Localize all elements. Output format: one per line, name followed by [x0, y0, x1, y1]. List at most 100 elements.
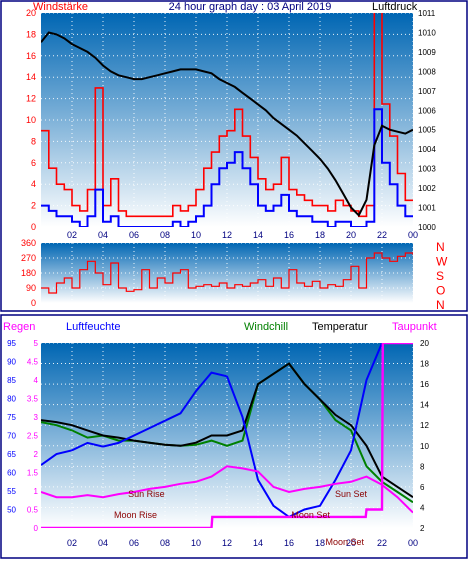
y-tick-wind: 2: [31, 201, 36, 211]
x-tick-upper: 08: [160, 230, 170, 240]
y-tick-humidity: 90: [7, 358, 16, 367]
y-tick-temperature: 10: [420, 442, 429, 451]
y-tick-pressure: 1003: [418, 165, 436, 174]
series-wind-direction: [41, 252, 413, 294]
x-tick-lower: 14: [253, 538, 263, 548]
y-tick-rain: 3.5: [27, 395, 39, 404]
y-tick-pressure: 1009: [418, 48, 436, 57]
x-tick-upper: 04: [98, 230, 108, 240]
y-tick-rain: 1.5: [27, 469, 39, 478]
annotations: Sun Rise Moon Rise Sun Set Moon Set Moon Set: [114, 489, 367, 547]
legend-temperature: Temperatur: [312, 321, 368, 333]
annotation-moon-set: Moon Set: [326, 537, 365, 547]
x-tick-lower: 04: [98, 538, 108, 548]
y-tick-pressure: 1006: [418, 106, 436, 115]
x-tick-lower: 16: [284, 538, 294, 548]
x-tick-upper: 12: [222, 230, 232, 240]
y-tick-wind: 8: [31, 136, 36, 146]
x-tick-lower: 06: [129, 538, 139, 548]
annotation-sun-set: Sun Set: [335, 489, 368, 499]
direction-series: [41, 252, 413, 294]
x-tick-upper: 02: [67, 230, 77, 240]
x-tick-lower: 12: [222, 538, 232, 548]
y-tick-rain: 1: [34, 487, 39, 496]
series-taupunkt: [41, 465, 413, 514]
y-tick-temperature: 6: [420, 483, 425, 492]
x-tick-lower: 18: [315, 538, 325, 548]
y-tick-pressure: 1005: [418, 126, 436, 135]
y-tick-wind: 6: [31, 158, 36, 168]
y-tick-pressure: 1000: [418, 223, 436, 232]
y-tick-wind: 14: [26, 72, 36, 82]
y-tick-wind: 12: [26, 94, 36, 104]
y-tick-rain: 2: [34, 450, 39, 459]
y-tick-pressure: 1010: [418, 28, 436, 37]
compass-label: N: [436, 240, 445, 254]
y-tick-pressure: 1002: [418, 184, 436, 193]
compass-label: W: [436, 255, 448, 269]
y-tick-pressure: 1011: [418, 9, 436, 18]
x-tick-upper: 20: [346, 230, 356, 240]
legend-windchill: Windchill: [244, 321, 288, 333]
y-tick-humidity: 60: [7, 469, 16, 478]
y-tick-temperature: 8: [420, 462, 425, 471]
x-tick-lower: 10: [191, 538, 201, 548]
frame-upper: [0, 0, 468, 312]
annotation-moon-rise: Moon Rise: [114, 510, 157, 520]
x-tick-upper: 06: [129, 230, 139, 240]
y-tick-humidity: 50: [7, 506, 16, 515]
y-tick-rain: 4: [34, 376, 39, 385]
y-tick-wind: 0: [31, 222, 36, 232]
x-tick-lower: 00: [408, 538, 418, 548]
y-tick-temperature: 14: [420, 401, 429, 410]
x-tick-upper: 16: [284, 230, 294, 240]
y-tick-direction: 0: [31, 298, 36, 308]
y-tick-direction: 270: [21, 253, 36, 263]
y-tick-temperature: 20: [420, 339, 429, 348]
x-tick-upper: 10: [191, 230, 201, 240]
y-tick-wind: 18: [26, 29, 36, 39]
data-series: [41, 13, 413, 528]
series-pressure: [41, 31, 413, 217]
left-axis-label: Windstärke: [33, 1, 88, 13]
y-tick-humidity: 70: [7, 432, 16, 441]
series-temperatur: [41, 362, 413, 499]
y-tick-humidity: 65: [7, 450, 16, 459]
compass-label: S: [436, 269, 444, 283]
compass-label: O: [436, 284, 445, 298]
frame-lower: [0, 314, 468, 559]
y-tick-humidity: 95: [7, 339, 16, 348]
y-tick-wind: 10: [26, 115, 36, 125]
series-luftfeuchte: [41, 343, 387, 519]
x-tick-upper: 22: [377, 230, 387, 240]
y-tick-pressure: 1008: [418, 67, 436, 76]
annotation-moon-set: Moon Set: [291, 510, 330, 520]
compass-label: N: [436, 298, 445, 312]
wind-pressure-series: [41, 13, 413, 227]
y-tick-wind: 16: [26, 51, 36, 61]
y-tick-direction: 180: [21, 268, 36, 278]
y-tick-rain: 0.5: [27, 506, 39, 515]
legend-humidity: Luftfeuchte: [66, 321, 120, 333]
y-tick-wind: 20: [26, 8, 36, 18]
y-tick-direction: 360: [21, 238, 36, 248]
x-tick-upper: 14: [253, 230, 263, 240]
y-tick-direction: 90: [26, 283, 36, 293]
x-tick-upper: 18: [315, 230, 325, 240]
y-tick-rain: 4.5: [27, 358, 39, 367]
series-regen: [41, 343, 413, 528]
series-wind-gust: [41, 13, 413, 218]
annotation-sun-rise: Sun Rise: [128, 489, 165, 499]
y-tick-temperature: 2: [420, 524, 425, 533]
x-tick-lower: 22: [377, 538, 387, 548]
y-tick-rain: 3: [34, 413, 39, 422]
legend-rain: Regen: [3, 321, 35, 333]
y-tick-rain: 2.5: [27, 432, 39, 441]
y-tick-humidity: 75: [7, 413, 16, 422]
tick-labels: 0202040406060808101012121414161618182020…: [7, 8, 448, 548]
chart-title: 24 hour graph day : 03 April 2019: [169, 1, 332, 13]
y-tick-pressure: 1007: [418, 87, 436, 96]
x-tick-lower: 02: [67, 538, 77, 548]
